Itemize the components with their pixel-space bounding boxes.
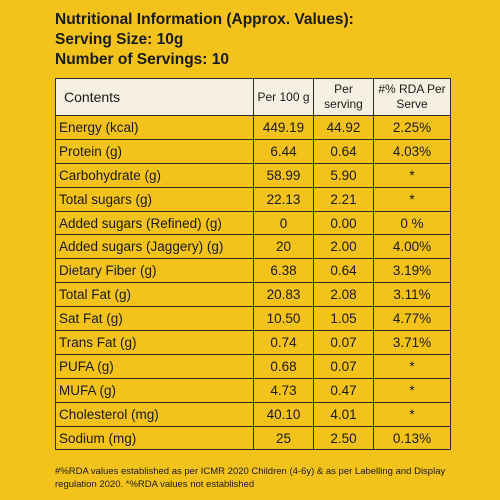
per-100g-value: 6.44 <box>253 138 314 164</box>
col-header-per100: Per 100 g <box>253 78 314 116</box>
servings-count: Number of Servings: 10 <box>55 51 229 68</box>
nutrient-name: Trans Fat (g) <box>55 330 254 355</box>
per-100g-value: 58.99 <box>253 162 314 188</box>
per-serving-value: 4.01 <box>313 401 374 427</box>
nutrient-name: Energy (kcal) <box>55 115 254 140</box>
nutrition-panel: Nutritional Information (Approx. Values)… <box>55 10 451 490</box>
nutrient-name: Total sugars (g) <box>55 186 254 212</box>
rda-value: 4.77% <box>373 306 451 332</box>
table-row: Cholesterol (mg) 40.10 4.01 * <box>55 401 451 427</box>
rda-value: 4.00% <box>373 234 451 260</box>
per-serving-value: 0.64 <box>313 258 374 284</box>
rda-value: 3.11% <box>373 282 451 308</box>
per-serving-value: 5.90 <box>313 162 374 188</box>
per-serving-value: 0.64 <box>313 138 374 164</box>
per-serving-value: 0.07 <box>313 353 374 379</box>
nutrient-name: Sodium (mg) <box>55 425 254 451</box>
per-serving-value: 0.00 <box>313 210 374 236</box>
table-header-row: Contents Per 100 g Per serving #% RDA Pe… <box>55 78 451 116</box>
per-100g-value: 25 <box>253 425 314 451</box>
rda-value: * <box>373 401 451 427</box>
rda-value: * <box>373 186 451 212</box>
rda-value: 4.03% <box>373 138 451 164</box>
table-row: Added sugars (Refined) (g) 0 0.00 0 % <box>55 210 451 236</box>
col-header-contents: Contents <box>55 78 254 116</box>
nutrient-name: PUFA (g) <box>55 353 254 379</box>
per-100g-value: 6.38 <box>253 258 314 284</box>
nutrient-name: Added sugars (Refined) (g) <box>55 210 254 236</box>
nutrient-name: Sat Fat (g) <box>55 306 254 332</box>
table-row: Trans Fat (g) 0.74 0.07 3.71% <box>55 330 451 355</box>
table-row: Dietary Fiber (g) 6.38 0.64 3.19% <box>55 258 451 284</box>
per-serving-value: 0.47 <box>313 377 374 403</box>
per-serving-value: 2.21 <box>313 186 374 212</box>
per-100g-value: 0 <box>253 210 314 236</box>
table-row: MUFA (g) 4.73 0.47 * <box>55 377 451 403</box>
per-100g-value: 449.19 <box>253 115 314 140</box>
rda-value: * <box>373 162 451 188</box>
nutrition-title: Nutritional Information (Approx. Values)… <box>55 11 354 28</box>
per-100g-value: 0.74 <box>253 330 314 355</box>
serving-size: Serving Size: 10g <box>55 31 184 48</box>
per-100g-value: 4.73 <box>253 377 314 403</box>
per-100g-value: 20 <box>253 234 314 260</box>
table-row: Protein (g) 6.44 0.64 4.03% <box>55 138 451 164</box>
table-row: Energy (kcal) 449.19 44.92 2.25% <box>55 115 451 140</box>
nutrient-name: Added sugars (Jaggery) (g) <box>55 234 254 260</box>
per-100g-value: 22.13 <box>253 186 314 212</box>
per-serving-value: 2.50 <box>313 425 374 451</box>
col-header-per-serving: Per serving <box>313 78 374 116</box>
table-row: Total sugars (g) 22.13 2.21 * <box>55 186 451 212</box>
table-row: Added sugars (Jaggery) (g) 20 2.00 4.00% <box>55 234 451 260</box>
nutrient-name: Cholesterol (mg) <box>55 401 254 427</box>
per-serving-value: 2.08 <box>313 282 374 308</box>
per-100g-value: 10.50 <box>253 306 314 332</box>
rda-footnote: #%RDA values established as per ICMR 202… <box>55 466 446 490</box>
nutrient-name: Protein (g) <box>55 138 254 164</box>
per-100g-value: 0.68 <box>253 353 314 379</box>
col-header-rda: #% RDA Per Serve <box>373 78 451 116</box>
per-serving-value: 44.92 <box>313 115 374 140</box>
per-serving-value: 0.07 <box>313 330 374 355</box>
rda-value: 0 % <box>373 210 451 236</box>
rda-value: 3.19% <box>373 258 451 284</box>
rda-value: 3.71% <box>373 330 451 355</box>
table-row: Sat Fat (g) 10.50 1.05 4.77% <box>55 306 451 332</box>
nutrition-table: Contents Per 100 g Per serving #% RDA Pe… <box>55 78 451 451</box>
table-row: Total Fat (g) 20.83 2.08 3.11% <box>55 282 451 308</box>
per-100g-value: 40.10 <box>253 401 314 427</box>
nutrient-name: Total Fat (g) <box>55 282 254 308</box>
nutrient-name: MUFA (g) <box>55 377 254 403</box>
nutrient-name: Dietary Fiber (g) <box>55 258 254 284</box>
per-serving-value: 1.05 <box>313 306 374 332</box>
per-serving-value: 2.00 <box>313 234 374 260</box>
table-row: Sodium (mg) 25 2.50 0.13% <box>55 425 451 451</box>
rda-value: * <box>373 377 451 403</box>
table-row: Carbohydrate (g) 58.99 5.90 * <box>55 162 451 188</box>
rda-value: * <box>373 353 451 379</box>
rda-value: 2.25% <box>373 115 451 140</box>
per-100g-value: 20.83 <box>253 282 314 308</box>
nutrient-name: Carbohydrate (g) <box>55 162 254 188</box>
rda-value: 0.13% <box>373 425 451 451</box>
table-row: PUFA (g) 0.68 0.07 * <box>55 353 451 379</box>
